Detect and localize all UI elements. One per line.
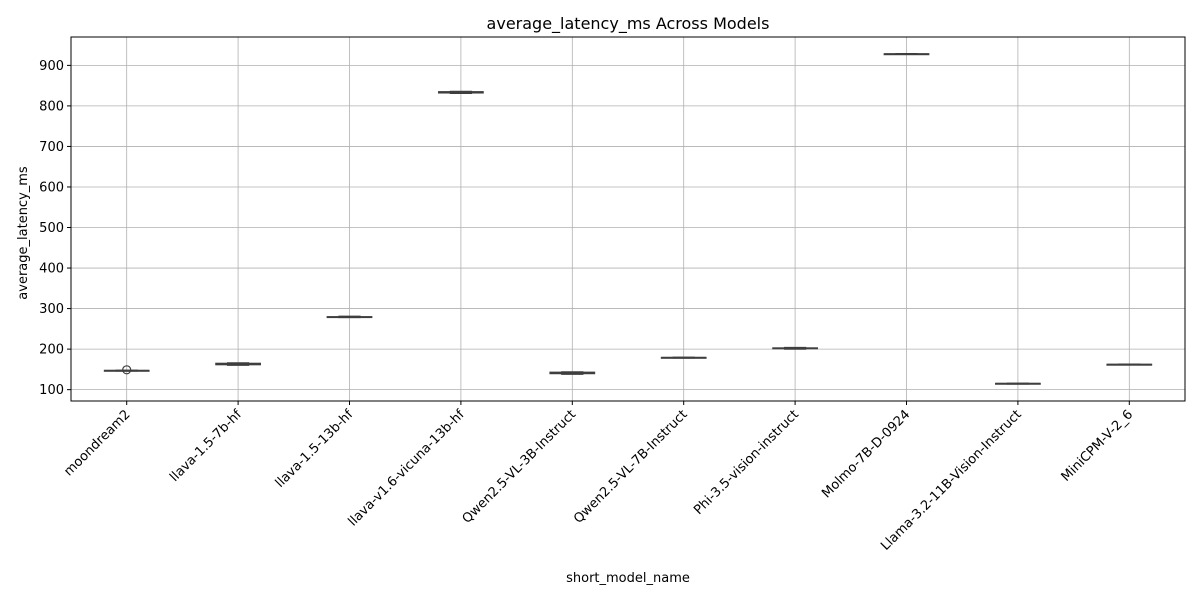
box-2: [215, 362, 261, 366]
box-9: [995, 382, 1041, 385]
box-7: [772, 346, 818, 350]
outlier-point: [122, 365, 132, 375]
box-4: [438, 90, 484, 94]
x-axis-label: short_model_name: [566, 571, 690, 586]
box-6: [660, 356, 707, 359]
box-layer: [103, 53, 1153, 385]
y-tick-label: 900: [39, 59, 64, 74]
y-ticks: 100 200 300 400 500 600 700 800 900: [39, 59, 71, 398]
y-tick-label: 600: [39, 180, 64, 195]
box-5: [549, 371, 596, 375]
plot-frame: [70, 36, 1186, 402]
y-tick-label: 500: [39, 221, 64, 236]
chart-title: average_latency_ms Across Models: [487, 14, 770, 34]
y-tick-label: 100: [39, 383, 64, 398]
y-tick-label: 200: [39, 343, 64, 358]
box-8: [883, 53, 930, 56]
y-tick-label: 300: [39, 302, 64, 317]
box-10: [1106, 363, 1153, 366]
grid-layer: [71, 37, 1185, 401]
y-tick-label: 400: [39, 262, 64, 277]
y-axis-label: average_latency_ms: [16, 166, 31, 300]
box-1: [103, 365, 150, 375]
y-tick-label: 700: [39, 140, 64, 155]
y-tick-label: 800: [39, 99, 64, 114]
box-3: [326, 315, 373, 319]
